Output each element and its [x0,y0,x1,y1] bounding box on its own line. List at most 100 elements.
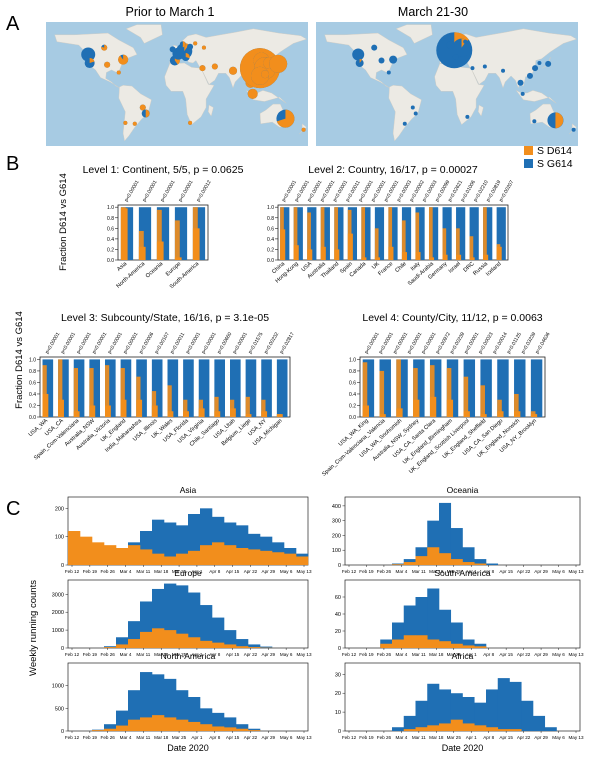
bar-g614 [320,207,330,260]
count-bar-d614 [427,725,440,731]
x-tick-label: Mar 18 [154,735,169,740]
count-bar-d614 [474,646,487,648]
x-tick-label: Apr 22 [517,569,531,574]
x-tick-label: Apr 15 [226,569,240,574]
chart-title: Europe [174,568,202,578]
bar-g614 [428,207,439,260]
count-bar-g614 [236,639,249,648]
count-bar-d614 [188,637,201,648]
chart-title: Africa [452,651,474,661]
count-bar-d614 [450,559,463,565]
bar-d614-pair [379,370,385,417]
map-march-marker [463,39,468,44]
y-tick-label: 0.0 [107,258,114,264]
map-march-marker [532,65,539,72]
count-bar-d614 [296,556,309,565]
y-tick-label: 0 [61,729,64,735]
x-tick-label: Mar 4 [120,569,132,574]
x-tick-label: Apr 22 [517,652,531,657]
legend-swatch-g614 [524,159,533,168]
count-bar-d614 [140,717,153,731]
bar-d614-pair [469,236,474,260]
count-bar-d614 [104,647,117,648]
count-bar-d614 [68,531,81,565]
count-bar-d614 [152,715,165,731]
y-tick-label: 0 [61,646,64,652]
x-tick-label: Apr 1 [466,569,477,574]
x-tick-label: Apr 8 [483,735,494,740]
p-value-label: p<0.00001 [107,331,124,355]
x-tick-label: Apr 15 [226,735,240,740]
bar-d614-pair [156,209,162,260]
map-prior-marker-d614 [145,109,150,118]
count-bar-d614 [176,719,189,731]
bar-g614 [214,359,225,417]
chart-area: Level 1: Continent, 5/5, p = 0.0625 0.0 0.… [28,164,584,753]
panel-letter-b: B [6,153,19,175]
count-bar-g614 [415,700,428,731]
map-prior-marker-d614 [118,54,129,65]
map-march-marker [470,66,475,71]
bar-g614 [245,359,257,417]
x-tick-label: Apr 8 [483,569,494,574]
count-bar-g614 [164,522,177,565]
count-bar-d614 [152,628,165,648]
y-tick-label: 0.2 [267,247,274,253]
bar-g614 [429,359,442,417]
count-bar-g614 [236,724,249,731]
bar-g614 [89,359,100,417]
x-tick-label: Mar 18 [154,652,169,657]
x-category-label: Asia [116,260,129,272]
y-tick-label: 0.0 [267,258,274,264]
x-tick-label: Feb 12 [65,652,80,657]
x-tick-label: May 6 [280,652,293,657]
legend: S D614 S G614 [524,145,573,170]
count-bar-d614 [415,556,428,565]
x-tick-label: Feb 19 [359,569,374,574]
x-tick-label: Feb 12 [342,735,357,740]
count-bar-d614 [164,556,177,565]
x-tick-label: May 6 [280,569,293,574]
chart-title: Level 2: Country, 16/17, p = 0.00027 [308,164,478,176]
p-value-label: p<0.00001 [124,179,141,203]
x-tick-label: Apr 22 [244,735,258,740]
x-tick-label: Feb 26 [377,735,392,740]
x-tick-label: Apr 29 [534,569,548,574]
bar-g614 [530,359,543,417]
world-map-march [316,22,578,146]
p-value-label: p<0.00001 [44,331,61,355]
count-bar-d614 [403,562,416,565]
map-march-marker [517,79,524,86]
map-prior-marker-d614 [104,61,111,68]
x-tick-label: Feb 26 [377,652,392,657]
count-bar-d614 [128,719,141,731]
x-tick-label: Mar 11 [412,652,426,657]
count-bar-d614 [164,630,177,648]
count-bar-g614 [224,630,237,648]
x-tick-label: Apr 15 [499,569,513,574]
x-tick-label: Mar 18 [429,735,444,740]
bar-d614-pair [293,207,298,260]
count-bar-g614 [474,702,487,731]
counts-chart: Asia 0 100 200 Feb 12 Feb 19 Feb 26 Mar 4 Mar 11… [55,485,312,574]
legend-label-d614: S D614 [537,145,572,157]
count-bar-d614 [188,721,201,731]
map-prior-marker-d614 [229,66,238,75]
x-tick-label: Mar 11 [412,569,426,574]
bar-d614-pair [388,207,393,260]
x-tick-label: Mar 4 [120,652,132,657]
count-bar-d614 [439,723,452,731]
p-value-label: p<0.00001 [178,179,195,203]
count-bar-d614 [224,727,237,731]
ylabel-fraction-bottom: Fraction D614 vs G614 [14,311,25,409]
bar-d614-pair [192,207,198,260]
map-march-marker [520,91,525,96]
count-bar-d614 [380,643,393,648]
x-tick-label: May 6 [280,735,293,740]
map-march-marker [352,48,365,61]
map-march-marker-d614 [555,112,564,129]
bar-d614-pair [396,359,401,417]
bar-d614-pair [214,396,219,417]
